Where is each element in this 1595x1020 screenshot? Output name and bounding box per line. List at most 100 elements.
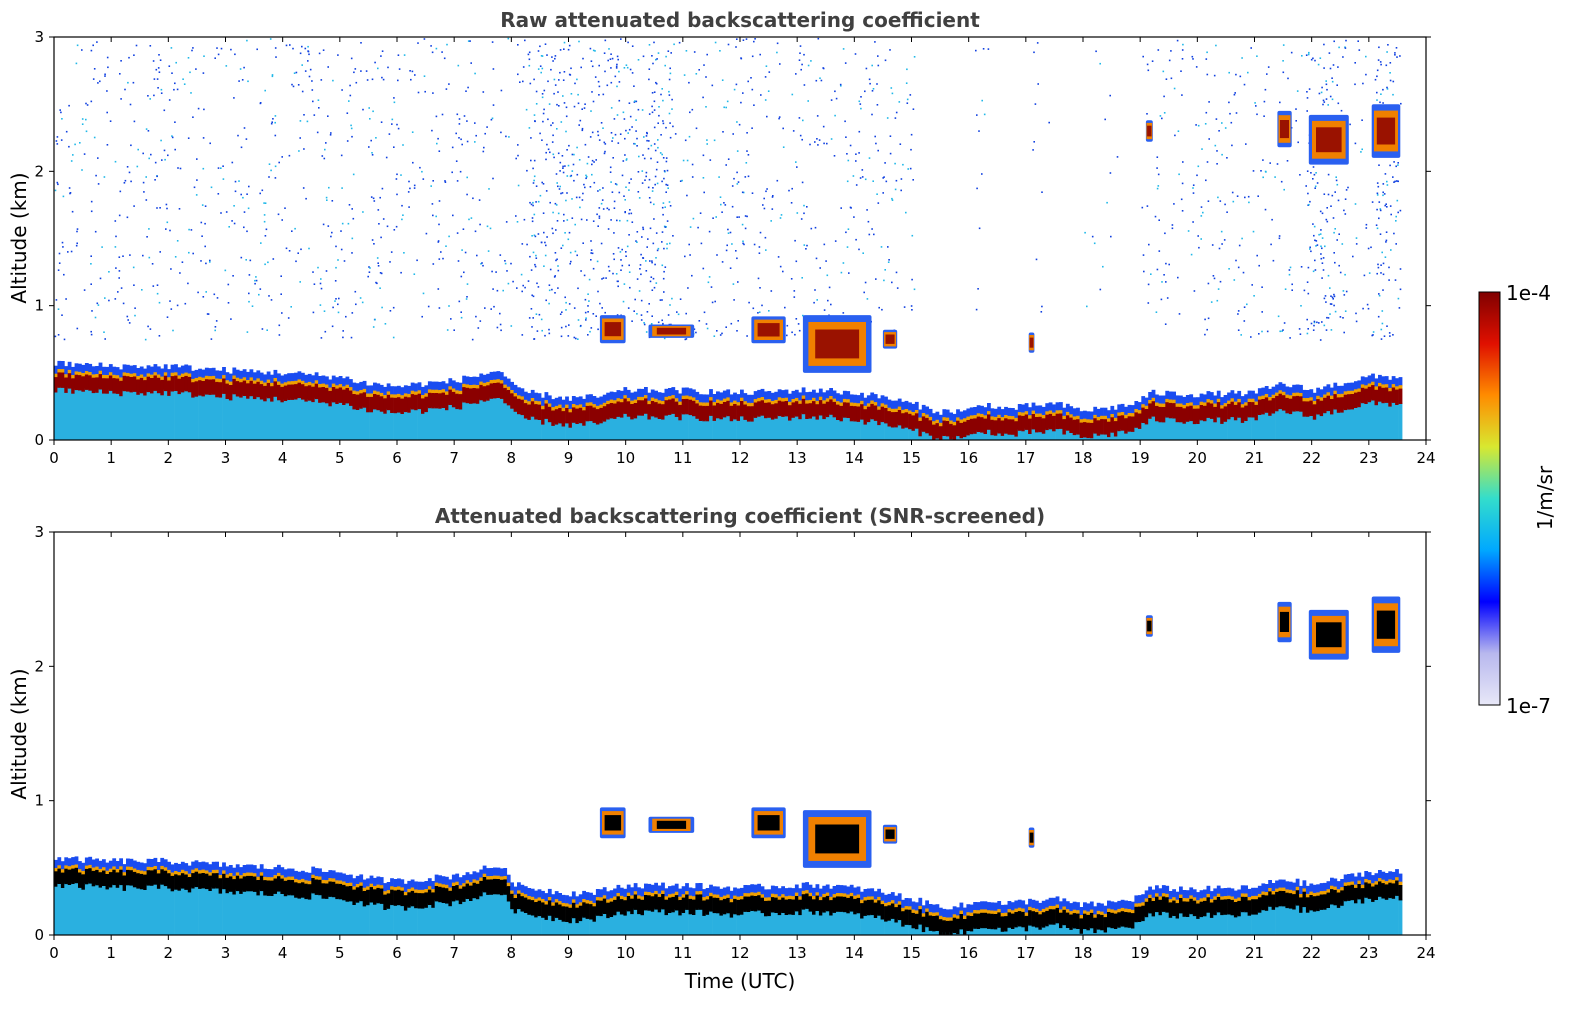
aerosol-column bbox=[575, 422, 580, 440]
aerosol-column bbox=[1336, 411, 1341, 440]
layer-transition bbox=[417, 889, 422, 894]
noise-speck bbox=[764, 236, 767, 239]
noise-speck bbox=[546, 143, 548, 146]
noise-speck bbox=[1343, 209, 1345, 212]
layer-core bbox=[252, 383, 257, 400]
layer-core bbox=[318, 879, 322, 896]
noise-speck bbox=[1161, 281, 1163, 283]
aerosol-column bbox=[1127, 430, 1132, 440]
layer-core bbox=[198, 873, 202, 889]
noise-speck bbox=[847, 159, 850, 162]
noise-speck bbox=[320, 287, 323, 290]
layer-edge bbox=[335, 377, 340, 387]
layer-core bbox=[1100, 419, 1104, 435]
noise-speck bbox=[1256, 254, 1258, 257]
noise-speck bbox=[558, 105, 560, 107]
layer-transition bbox=[1227, 400, 1231, 405]
layer-edge bbox=[290, 868, 295, 878]
aerosol-column bbox=[218, 396, 223, 440]
noise-speck bbox=[134, 307, 136, 309]
noise-speck bbox=[629, 115, 632, 118]
layer-edge bbox=[126, 858, 130, 868]
chart-title-screened: Attenuated backscattering coefficient (S… bbox=[435, 504, 1045, 528]
layer-core bbox=[616, 896, 621, 912]
aerosol-column bbox=[599, 422, 604, 440]
layer-transition bbox=[314, 380, 319, 385]
layer-transition bbox=[1240, 404, 1245, 409]
noise-speck bbox=[626, 219, 629, 222]
noise-speck bbox=[1379, 101, 1381, 104]
layer-transition bbox=[270, 877, 274, 882]
noise-speck bbox=[796, 212, 799, 214]
layer-transition bbox=[664, 396, 669, 401]
noise-speck bbox=[1312, 329, 1315, 331]
noise-speck bbox=[156, 78, 159, 80]
noise-speck bbox=[85, 118, 87, 121]
noise-speck bbox=[842, 48, 845, 50]
aerosol-column bbox=[1254, 419, 1259, 440]
aerosol-column bbox=[894, 426, 899, 440]
layer-transition bbox=[757, 891, 761, 896]
aerosol-column bbox=[338, 401, 343, 440]
noise-speck bbox=[693, 328, 696, 330]
layer-edge bbox=[644, 883, 648, 893]
aerosol-column bbox=[743, 910, 748, 935]
aerosol-column bbox=[187, 891, 192, 935]
layer-transition bbox=[1374, 386, 1379, 391]
layer-core bbox=[160, 379, 165, 396]
aerosol-column bbox=[836, 418, 840, 440]
layer-edge bbox=[290, 373, 295, 383]
layer-core bbox=[105, 378, 110, 394]
noise-speck bbox=[608, 270, 611, 272]
noise-speck bbox=[114, 160, 117, 163]
noise-speck bbox=[470, 62, 472, 64]
aerosol-column bbox=[537, 914, 542, 935]
layer-edge bbox=[1096, 408, 1101, 419]
layer-edge bbox=[534, 890, 538, 900]
layer-edge bbox=[359, 381, 364, 392]
noise-speck bbox=[376, 282, 378, 285]
layer-edge bbox=[74, 856, 79, 866]
noise-speck bbox=[527, 280, 530, 282]
layer-transition bbox=[1340, 393, 1344, 398]
aerosol-column bbox=[321, 401, 326, 440]
noise-speck bbox=[563, 41, 566, 44]
noise-speck bbox=[458, 300, 461, 303]
layer-core bbox=[654, 402, 658, 418]
noise-speck bbox=[58, 252, 61, 255]
noise-speck bbox=[348, 204, 351, 206]
layer-core bbox=[1309, 400, 1314, 416]
noise-speck bbox=[648, 178, 651, 181]
layer-core bbox=[626, 896, 631, 912]
layer-edge bbox=[424, 385, 429, 395]
layer-transition bbox=[218, 378, 223, 383]
noise-speck bbox=[1381, 251, 1383, 254]
noise-speck bbox=[547, 118, 549, 121]
noise-speck bbox=[1195, 124, 1197, 126]
noise-speck bbox=[195, 194, 198, 196]
noise-speck bbox=[640, 299, 643, 302]
noise-speck bbox=[574, 82, 576, 85]
layer-transition bbox=[692, 896, 696, 901]
noise-speck bbox=[758, 311, 761, 313]
layer-core bbox=[513, 396, 518, 412]
layer-transition bbox=[623, 896, 628, 901]
noise-speck bbox=[541, 93, 544, 95]
noise-speck bbox=[871, 228, 873, 230]
aerosol-column bbox=[987, 428, 991, 440]
noise-speck bbox=[1323, 193, 1326, 195]
noise-speck bbox=[590, 252, 592, 254]
aerosol-column bbox=[592, 421, 597, 440]
layer-core bbox=[379, 396, 384, 412]
aerosol-column bbox=[1251, 416, 1255, 440]
noise-speck bbox=[258, 293, 260, 296]
layer-transition bbox=[84, 371, 89, 376]
noise-speck bbox=[304, 47, 307, 50]
noise-speck bbox=[466, 176, 468, 179]
layer-core bbox=[345, 886, 350, 902]
noise-speck bbox=[907, 168, 909, 170]
aerosol-column bbox=[349, 900, 353, 935]
layer-core bbox=[369, 396, 374, 413]
noise-speck bbox=[1200, 206, 1203, 208]
noise-speck bbox=[846, 180, 849, 183]
